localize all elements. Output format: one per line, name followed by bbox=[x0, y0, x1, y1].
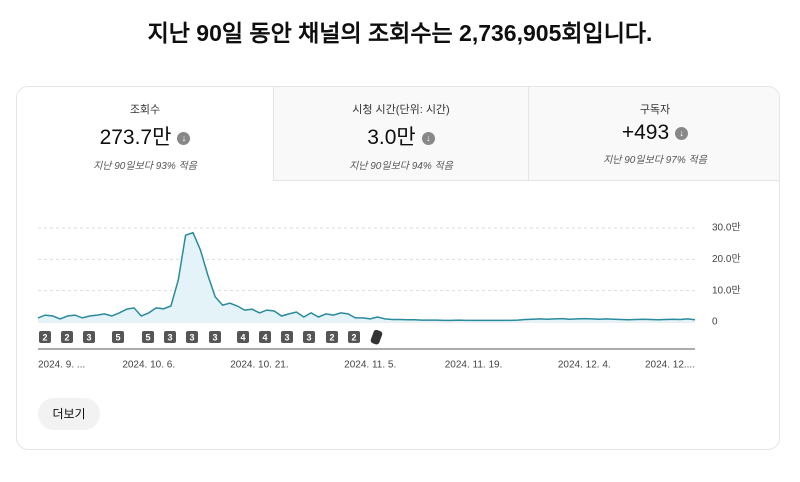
marker-box bbox=[237, 331, 249, 343]
x-tick-label: 2024. 12.... bbox=[645, 360, 695, 371]
marker-box bbox=[186, 331, 198, 343]
video-marker: 3 bbox=[186, 331, 198, 343]
video-marker: 3 bbox=[83, 331, 95, 343]
marker-box bbox=[303, 331, 315, 343]
area bbox=[38, 232, 695, 322]
marker-label: 3 bbox=[167, 332, 172, 342]
video-marker: 4 bbox=[237, 331, 249, 343]
y-tick-label: 20.0만 bbox=[712, 253, 741, 265]
y-tick-label: 10.0만 bbox=[712, 284, 741, 296]
video-marker: 2 bbox=[326, 331, 338, 343]
marker-box bbox=[348, 331, 360, 343]
down-icon: ↓ bbox=[675, 127, 689, 140]
x-tick-label: 2024. 9. ... bbox=[38, 360, 85, 371]
tab-value: 273.7만 bbox=[99, 126, 172, 149]
marker-label: 4 bbox=[262, 332, 267, 342]
marker-label: 3 bbox=[86, 332, 91, 342]
video-marker: 3 bbox=[303, 331, 315, 343]
video-marker: 3 bbox=[209, 331, 221, 343]
marker-label: 2 bbox=[42, 332, 47, 342]
tab[interactable]: 시청 시간(단위: 시간) 3.0만 ↓ 지난 90일보다 94% 적음 bbox=[273, 87, 528, 181]
marker-box bbox=[142, 331, 154, 343]
marker-box bbox=[326, 331, 338, 343]
marker-label: 3 bbox=[284, 332, 289, 342]
tab-label: 구독자 bbox=[639, 104, 671, 116]
tab[interactable]: 구독자 +493 ↓ 지난 90일보다 97% 적음 bbox=[528, 87, 779, 181]
y-tick-label: 0 bbox=[712, 317, 718, 328]
more-button[interactable]: 더보기 bbox=[38, 398, 100, 430]
shorts-icon bbox=[370, 329, 383, 345]
tab-comparison: 지난 90일보다 93% 적음 bbox=[93, 161, 197, 172]
marker-box bbox=[164, 331, 176, 343]
tab-value-row: 273.7만 ↓ bbox=[17, 121, 273, 151]
tab[interactable]: 조회수 273.7만 ↓ 지난 90일보다 93% 적음 bbox=[17, 87, 273, 181]
card: 조회수 273.7만 ↓ 지난 90일보다 93% 적음 시청 시간(단위: 시간… bbox=[16, 86, 780, 450]
tab-comparison: 지난 90일보다 97% 적음 bbox=[603, 155, 707, 166]
marker-label: 5 bbox=[145, 332, 150, 342]
down-icon: ↓ bbox=[421, 132, 435, 145]
marker-label: 3 bbox=[189, 332, 194, 342]
tab-value: 3.0만 bbox=[367, 126, 416, 149]
marker-box bbox=[61, 331, 73, 343]
marker-label: 3 bbox=[306, 332, 311, 342]
marker-box bbox=[259, 331, 271, 343]
marker-label: 5 bbox=[115, 332, 120, 342]
line bbox=[37, 231, 696, 322]
video-marker: 3 bbox=[281, 331, 293, 343]
marker-box bbox=[281, 331, 293, 343]
video-marker: 2 bbox=[39, 331, 51, 343]
tab-value: +493 bbox=[621, 121, 670, 144]
marker-label: 3 bbox=[212, 332, 217, 342]
marker-label: 4 bbox=[240, 332, 245, 342]
x-tick-label: 2024. 10. 6. bbox=[122, 360, 175, 371]
marker-label: 2 bbox=[64, 332, 69, 342]
tab-value-row: 3.0만 ↓ bbox=[274, 121, 528, 151]
down-icon: ↓ bbox=[177, 132, 191, 145]
x-tick-label: 2024. 12. 4. bbox=[558, 360, 611, 371]
video-marker: 3 bbox=[164, 331, 176, 343]
tab-label: 시청 시간(단위: 시간) bbox=[352, 104, 450, 116]
video-marker: 5 bbox=[112, 331, 124, 343]
marker-label: 2 bbox=[351, 332, 356, 342]
tab-value-row: +493 ↓ bbox=[529, 121, 779, 145]
tab-label: 조회수 bbox=[129, 104, 161, 116]
video-marker: 5 bbox=[142, 331, 154, 343]
x-tick-label: 2024. 11. 19. bbox=[445, 360, 503, 371]
x-tick-label: 2024. 11. 5. bbox=[344, 360, 396, 371]
y-tick-label: 30.0만 bbox=[712, 222, 741, 234]
marker-box bbox=[112, 331, 124, 343]
tab-comparison: 지난 90일보다 94% 적음 bbox=[349, 161, 453, 172]
video-marker: 2 bbox=[61, 331, 73, 343]
video-marker: 2 bbox=[348, 331, 360, 343]
headline: 지난 90일 동안 채널의 조회수는 2,736,905회입니다. bbox=[147, 20, 653, 46]
marker-box bbox=[39, 331, 51, 343]
x-tick-label: 2024. 10. 21. bbox=[230, 360, 288, 371]
video-marker: 4 bbox=[259, 331, 271, 343]
marker-box bbox=[209, 331, 221, 343]
marker-box bbox=[83, 331, 95, 343]
marker-label: 2 bbox=[329, 332, 334, 342]
